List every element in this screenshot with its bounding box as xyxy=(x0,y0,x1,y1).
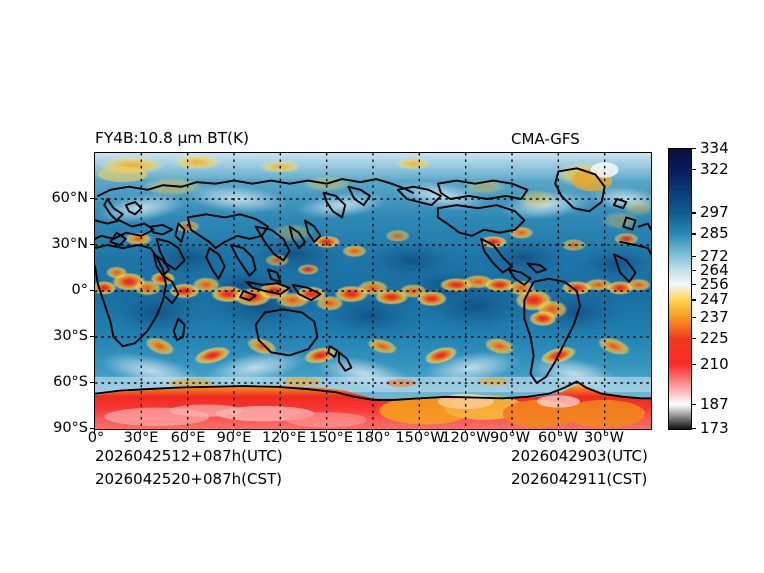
gridlines xyxy=(95,153,651,429)
colorbar xyxy=(668,148,692,430)
xtick-label: 180° xyxy=(355,430,391,446)
xtick-label: 60°W xyxy=(537,430,579,446)
ytick-mark xyxy=(90,290,94,292)
colorbar-tick-mark xyxy=(691,269,696,272)
colorbar-tick-mark xyxy=(691,168,696,171)
xtick-mark xyxy=(140,429,142,433)
colorbar-tick-label: 285 xyxy=(700,224,729,243)
ytick-label: 60°S xyxy=(53,374,88,390)
ytick-mark xyxy=(90,382,94,384)
colorbar-tick-mark xyxy=(691,283,696,286)
ytick-label: 30°N xyxy=(51,236,88,252)
ytick-mark xyxy=(90,336,94,338)
xtick-mark xyxy=(326,429,328,433)
xtick-label: 150°W xyxy=(395,430,445,446)
xtick-mark xyxy=(280,429,282,433)
xtick-mark xyxy=(465,429,467,433)
colorbar-tick-mark xyxy=(691,403,696,406)
caption-init-time-utc: 2026042512+087h(UTC) xyxy=(95,447,283,465)
colorbar-tick-mark xyxy=(691,299,696,301)
caption-valid-time-cst: 2026042911(CST) xyxy=(511,470,648,488)
colorbar-tick-mark xyxy=(691,255,696,258)
colorbar-tick-label: 237 xyxy=(700,307,729,326)
colorbar-tick-label: 264 xyxy=(700,260,729,279)
xtick-label: 120°W xyxy=(441,430,491,446)
xtick-mark xyxy=(187,429,189,433)
colorbar-tick-mark xyxy=(691,316,696,319)
xtick-label: 90°E xyxy=(216,430,252,446)
colorbar-tick-label: 210 xyxy=(700,354,729,373)
brightness-temperature-map xyxy=(95,153,651,429)
xtick-label: 90°W xyxy=(489,430,531,446)
xtick-mark xyxy=(372,429,374,433)
ytick-mark xyxy=(90,244,94,246)
colorbar-tick-label: 322 xyxy=(700,159,729,178)
colorbar-tick-label: 256 xyxy=(700,274,729,293)
colorbar-tick-mark xyxy=(691,337,696,339)
xtick-label: 60°E xyxy=(170,430,206,446)
colorbar-tick-label: 247 xyxy=(700,290,729,309)
colorbar-tick-label: 173 xyxy=(700,419,729,437)
chart-title-left: FY4B:10.8 μm BT(K) xyxy=(95,129,249,147)
colorbar-tick-mark xyxy=(691,428,696,430)
xtick-label: 0° xyxy=(87,430,105,446)
chart-title-right: CMA-GFS xyxy=(511,130,580,148)
colorbar-tick-label: 225 xyxy=(700,328,729,347)
colorbar-tick-label: 297 xyxy=(700,203,729,222)
xtick-mark xyxy=(94,429,96,433)
xtick-label: 150°E xyxy=(308,430,354,446)
y-axis-ticks: 60°N 30°N 0° 30°S 60°S 90°S xyxy=(0,0,88,573)
colorbar-tick-label: 334 xyxy=(700,139,729,157)
ytick-label: 0° xyxy=(71,282,88,298)
colorbar-tick-label: 272 xyxy=(700,246,729,265)
xtick-label: 30°E xyxy=(123,430,159,446)
colorbar-tick-label: 187 xyxy=(700,394,729,413)
map-plot-area xyxy=(94,152,652,430)
xtick-label: 30°W xyxy=(583,430,625,446)
xtick-mark xyxy=(419,429,421,433)
caption-valid-time-utc: 2026042903(UTC) xyxy=(511,447,648,465)
caption-init-time-cst: 2026042520+087h(CST) xyxy=(95,470,283,488)
xtick-mark xyxy=(233,429,235,433)
xtick-mark xyxy=(604,429,606,433)
ytick-label: 30°S xyxy=(53,328,88,344)
xtick-mark xyxy=(512,429,514,433)
ytick-label: 90°S xyxy=(53,420,88,436)
xtick-mark xyxy=(558,429,560,433)
colorbar-gradient xyxy=(669,149,691,429)
ytick-mark xyxy=(90,428,94,430)
colorbar-tick-mark xyxy=(691,233,696,235)
ytick-label: 60°N xyxy=(51,190,88,206)
ytick-mark xyxy=(90,198,94,200)
colorbar-tick-mark xyxy=(691,212,696,214)
colorbar-tick-mark xyxy=(691,148,696,150)
colorbar-tick-mark xyxy=(691,363,696,366)
xtick-label: 120°E xyxy=(261,430,307,446)
